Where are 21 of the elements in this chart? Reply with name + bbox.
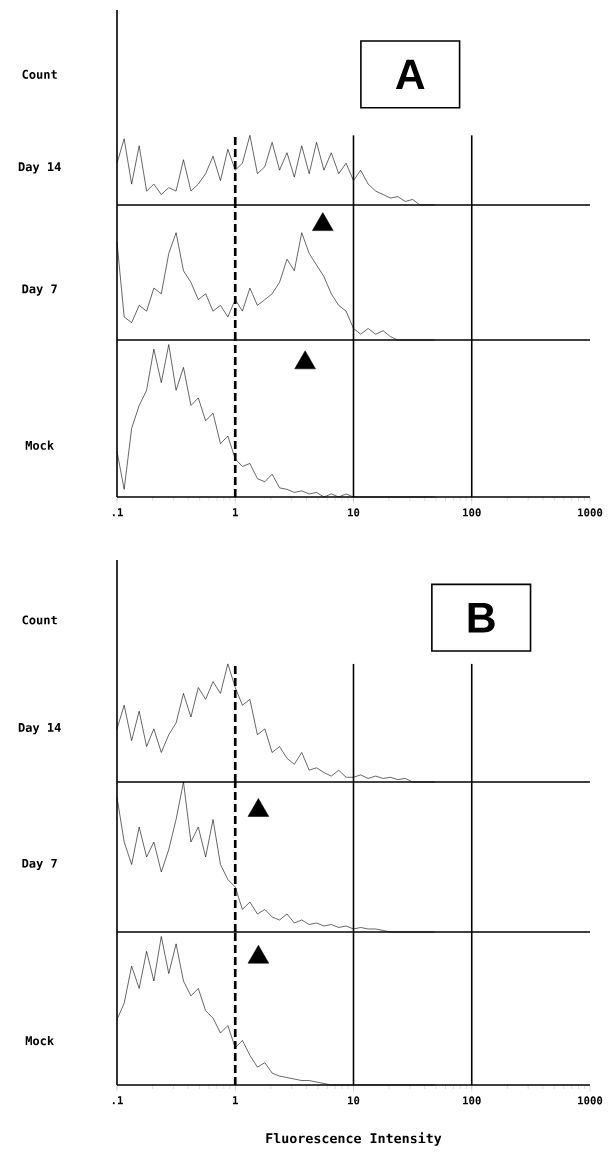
x-tick-label: 100 bbox=[463, 1096, 481, 1105]
chart-title: A bbox=[395, 59, 425, 90]
y-axis-title: Day 14 bbox=[18, 723, 61, 735]
x-axis-title: Fluorescence Intensity bbox=[266, 1132, 442, 1146]
y-axis-title: Day 7 bbox=[22, 284, 57, 296]
y-axis-title: Mock bbox=[25, 1035, 54, 1046]
x-tick-label: 10 bbox=[348, 1096, 360, 1105]
chart-title: B bbox=[468, 603, 495, 633]
y-axis-title: Mock bbox=[25, 440, 54, 450]
x-tick-label: 1 bbox=[233, 508, 238, 517]
text: Count bbox=[22, 615, 57, 625]
x-tick-label: 1000 bbox=[578, 508, 603, 517]
y-axis-title: Day 7 bbox=[22, 858, 57, 871]
x-tick-label: 100 bbox=[463, 508, 481, 517]
y-axis-title: Day 14 bbox=[18, 162, 61, 174]
x-tick-label: 1 bbox=[233, 1096, 238, 1105]
x-tick-label: 1000 bbox=[578, 1096, 603, 1105]
x-tick-label: .1 bbox=[112, 508, 123, 517]
x-tick-label: 10 bbox=[348, 508, 360, 517]
x-tick-label: .1 bbox=[112, 1096, 123, 1105]
text: Count bbox=[22, 69, 57, 79]
